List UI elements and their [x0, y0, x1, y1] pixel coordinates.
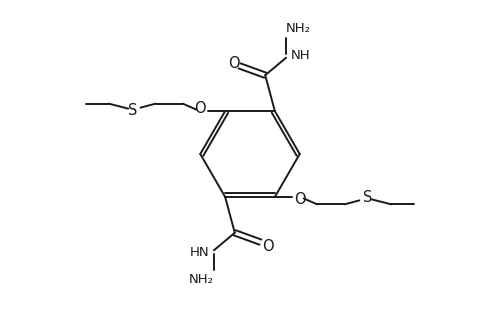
- Text: HN: HN: [190, 246, 210, 259]
- Text: O: O: [294, 193, 306, 207]
- Text: S: S: [362, 190, 372, 205]
- Text: O: O: [262, 239, 274, 254]
- Text: S: S: [128, 103, 138, 118]
- Text: NH₂: NH₂: [286, 23, 311, 36]
- Text: NH: NH: [290, 49, 310, 62]
- Text: NH₂: NH₂: [189, 273, 214, 286]
- Text: O: O: [194, 101, 206, 116]
- Text: O: O: [228, 57, 239, 71]
